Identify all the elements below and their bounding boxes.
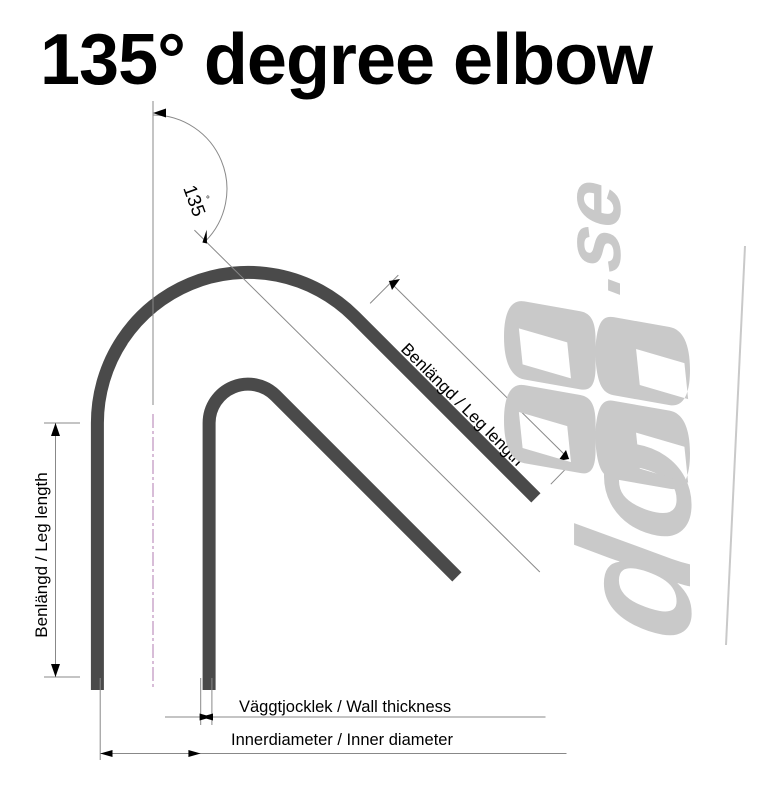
svg-text:.se: .se — [549, 173, 638, 300]
svg-text:135: 135 — [178, 183, 209, 220]
svg-text:Benlängd / Leg length: Benlängd / Leg length — [32, 472, 51, 637]
svg-text:Väggtjocklek / Wall thickness: Väggtjocklek / Wall thickness — [239, 698, 451, 716]
svg-text:Innerdiameter / Inner diameter: Innerdiameter / Inner diameter — [231, 731, 453, 749]
